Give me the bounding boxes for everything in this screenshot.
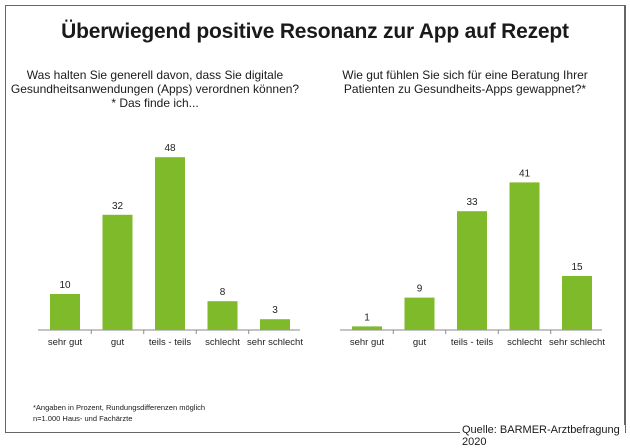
data-label: 41 — [519, 168, 531, 179]
bar-schlecht — [509, 182, 540, 330]
data-label: 3 — [272, 305, 278, 316]
data-label: 48 — [164, 143, 176, 154]
category-label: schlecht — [507, 337, 542, 348]
category-label: sehr schlecht — [549, 337, 605, 348]
data-label: 1 — [364, 312, 370, 323]
category-label: schlecht — [205, 337, 240, 348]
left-chart-question: Was halten Sie generell davon, dass Sie … — [10, 68, 300, 110]
source-note: Quelle: BARMER-Arztbefragung 2020 — [462, 424, 620, 448]
data-label: 33 — [466, 197, 478, 208]
data-label: 10 — [59, 280, 71, 291]
footnote-percent: *Angaben in Prozent, Rundungsdifferenzen… — [33, 403, 206, 412]
category-label: gut — [111, 337, 125, 348]
category-label: teils - teils — [149, 337, 191, 348]
data-label: 9 — [417, 284, 423, 295]
bar-schlecht — [207, 301, 238, 330]
bar-teils-teils — [457, 211, 487, 330]
category-label: sehr gut — [48, 337, 83, 348]
bar-teils-teils — [155, 157, 185, 330]
category-label: teils - teils — [451, 337, 493, 348]
chart-frame — [5, 5, 626, 433]
bar-gut — [404, 297, 435, 330]
category-label: sehr schlecht — [247, 337, 303, 348]
data-label: 32 — [112, 201, 124, 212]
footnote-sample: n=1.000 Haus- und Fachärzte — [33, 414, 133, 423]
bar-sehr-gut — [352, 326, 382, 330]
data-label: 8 — [220, 287, 226, 298]
page-title: Überwiegend positive Resonanz zur App au… — [61, 20, 569, 43]
bar-sehr-gut — [50, 294, 80, 330]
data-label: 15 — [571, 262, 583, 273]
frame-bottom-border — [5, 432, 460, 433]
right-chart-question: Wie gut fühlen Sie sich für eine Beratun… — [342, 68, 588, 96]
bar-sehr-schlecht — [260, 319, 290, 330]
category-label: gut — [413, 337, 427, 348]
bar-gut — [102, 214, 133, 330]
frame-right-border — [624, 5, 625, 425]
category-label: sehr gut — [350, 337, 385, 348]
bar-sehr-schlecht — [562, 276, 592, 330]
